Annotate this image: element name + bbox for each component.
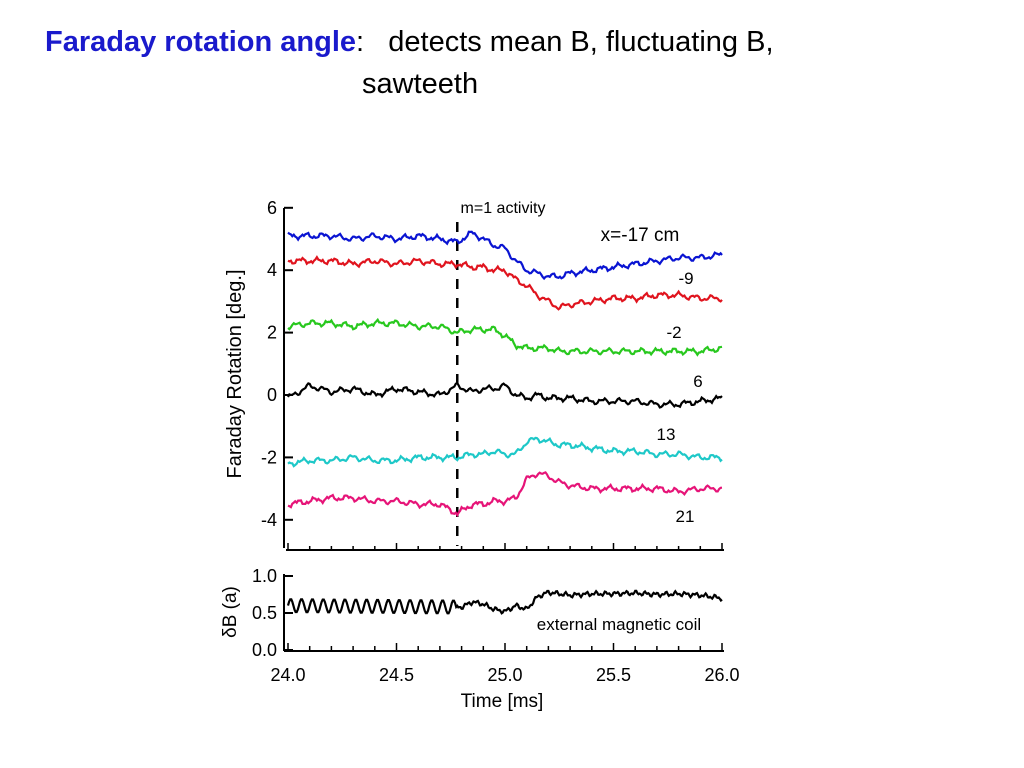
top-y-axis-label: Faraday Rotation [deg.]: [224, 269, 246, 478]
bottom-y-tick-label: 1.0: [252, 566, 277, 586]
x-tick-label: 25.0: [487, 665, 522, 685]
bottom-y-tick-label: 0.5: [252, 603, 277, 623]
y-tick-label: -2: [261, 447, 277, 467]
series-label: -2: [666, 323, 681, 342]
series-line--2: [287, 317, 723, 357]
series-line--9: [287, 255, 723, 311]
series-line-21: [287, 471, 723, 518]
series-line--17: [287, 230, 723, 281]
y-tick-label: 2: [267, 323, 277, 343]
y-tick-label: 6: [267, 198, 277, 218]
coil-signal-line: [286, 589, 723, 615]
bottom-y-tick-label: 0.0: [252, 640, 277, 660]
title-emphasis: Faraday rotation angle: [45, 26, 357, 58]
series-label: 6: [693, 372, 702, 391]
x-tick-label: 24.0: [270, 665, 305, 685]
series-line-13: [287, 436, 723, 468]
y-tick-label: 0: [267, 385, 277, 405]
title-colon: :: [356, 26, 365, 58]
title-text: detects mean B, fluctuating B,: [388, 26, 774, 58]
y-tick-label: 4: [267, 260, 277, 280]
slide-title: Faraday rotation angle: detects mean B, …: [45, 26, 774, 59]
series-label: 13: [657, 425, 676, 444]
bottom-y-axis-label: δB (a): [220, 586, 241, 638]
series-label: -9: [678, 269, 693, 288]
slide-title-line2: sawteeth: [362, 68, 479, 100]
series-line-6: [287, 381, 723, 409]
x-tick-label: 24.5: [379, 665, 414, 685]
y-tick-label: -4: [261, 510, 277, 530]
position-label: x=-17 cm: [601, 225, 680, 246]
coil-annotation: external magnetic coil: [537, 615, 701, 634]
marker-label: m=1 activity: [461, 200, 546, 217]
x-axis-label: Time [ms]: [461, 691, 544, 712]
series-label: 21: [676, 507, 695, 526]
x-tick-label: 25.5: [596, 665, 631, 685]
x-tick-label: 26.0: [704, 665, 739, 685]
